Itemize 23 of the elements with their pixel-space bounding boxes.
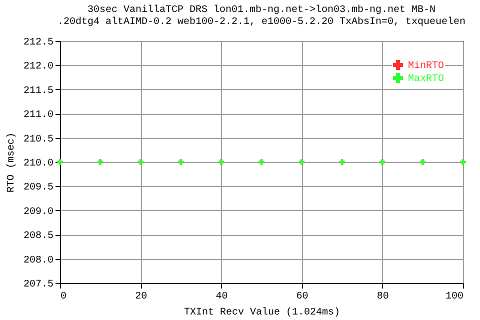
x-tick-label: 60 [296, 292, 308, 302]
y-tick-label: 208.0 [23, 255, 54, 266]
x-tick-label: 80 [376, 292, 389, 302]
x-tick-label: 0 [60, 292, 67, 302]
y-tick-label: 207.5 [23, 280, 54, 290]
legend-label: MinRTO [408, 60, 444, 72]
y-tick-label: 208.5 [23, 231, 54, 242]
chart-subtitle: .20dtg4 altAIMD-0.2 web100-2.2.1, e1000-5.2.20 TxAbsIn=0, txqueuelen [57, 16, 466, 28]
chart-title: 30sec VanillaTCP DRS lon01.mb-ng.net->lon03.mb-ng.net MB-N [87, 4, 436, 16]
y-tick-label: 210.0 [23, 158, 54, 170]
x-axis-title: TXInt Recv Value (1.024ms) [184, 306, 340, 318]
y-tick-label: 211.0 [23, 110, 54, 122]
y-tick-label: 209.0 [23, 206, 54, 218]
y-tick-label: 212.5 [23, 38, 54, 48]
y-tick-label: 209.5 [23, 182, 54, 194]
x-tick-label: 40 [216, 292, 228, 302]
x-tick-label: 20 [135, 292, 148, 302]
y-axis-title: RTO (msec) [5, 132, 18, 193]
y-tick-label: 212.0 [23, 62, 54, 73]
y-tick-label: 210.5 [23, 134, 54, 146]
y-tick-label: 211.5 [23, 86, 54, 97]
legend-label: MaxRTO [408, 74, 444, 85]
x-tick-label: 100 [445, 292, 464, 302]
